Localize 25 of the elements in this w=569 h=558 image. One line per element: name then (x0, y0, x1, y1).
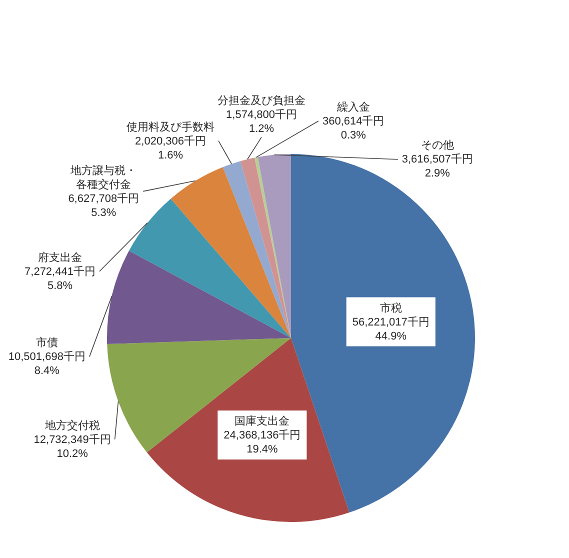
slice-label: 国庫支出金 (234, 414, 290, 428)
data-label: 56,221,017千円 44.9% (352, 315, 430, 342)
slice-label: 分担金及び負担金 (218, 95, 306, 108)
data-label: 2,020,306千円 1.6% (135, 134, 206, 162)
pie-slice (291, 154, 475, 513)
slice-label: 繰入金 (336, 100, 370, 114)
data-label: 7,272,441千円 5.8% (24, 264, 96, 292)
pie-slice (240, 158, 291, 338)
slice-label: 市税 (380, 301, 402, 314)
slice-label: 地方交付税 (44, 418, 100, 432)
data-label: 360,614千円 0.3% (322, 114, 384, 142)
pie-slice (222, 161, 291, 338)
pie-slice (107, 250, 291, 344)
data-label: 1,574,800千円 1.2% (226, 108, 297, 136)
slice-label: 地方譲与税・各種交付金 (70, 164, 137, 191)
slice-label: 市債 (36, 336, 58, 350)
data-label: 6,627,708千円 5.3% (68, 192, 140, 219)
data-label: 10,501,698千円 8.4% (8, 350, 86, 378)
data-label: 12,732,349千円 10.2% (34, 432, 111, 460)
slice-label: その他 (420, 139, 454, 152)
data-label: 24,368,136千円 19.4% (224, 428, 301, 456)
data-label: 3,616,507千円 2.9% (402, 152, 473, 180)
slice-label: 使用料及び手数料 (126, 120, 215, 134)
slice-label: 府支出金 (38, 250, 82, 264)
pie-slice (170, 167, 291, 338)
